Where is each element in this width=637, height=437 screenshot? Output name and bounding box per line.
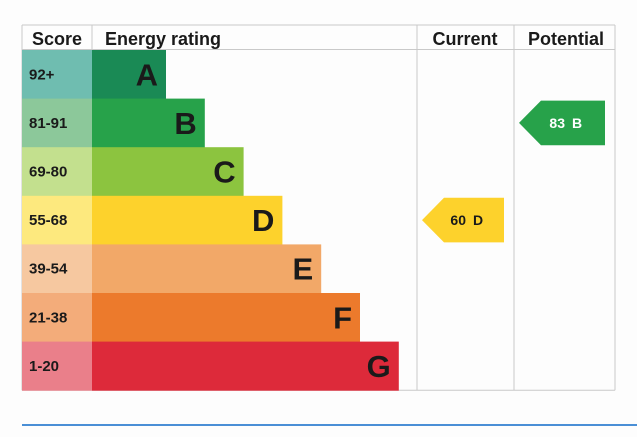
band-score-label: 55-68 bbox=[29, 212, 67, 229]
band-score-cell bbox=[22, 244, 92, 294]
band-g: 1-20 G bbox=[22, 341, 399, 391]
band-score-cell bbox=[22, 195, 92, 245]
band-letter: E bbox=[293, 252, 314, 287]
band-letter: B bbox=[174, 106, 196, 141]
potential-arrow-shape bbox=[519, 100, 605, 146]
band-letter: D bbox=[252, 203, 274, 238]
band-letter: A bbox=[136, 57, 158, 92]
band-a: 92+ A bbox=[22, 50, 166, 100]
header-energy-rating: Energy rating bbox=[105, 29, 221, 49]
chart-headers: Score Energy rating Current Potential bbox=[32, 29, 604, 49]
band-bar bbox=[92, 147, 244, 197]
band-bar bbox=[92, 50, 166, 100]
band-bar bbox=[92, 293, 360, 343]
band-score-label: 92+ bbox=[29, 66, 55, 83]
band-letter: F bbox=[333, 300, 352, 335]
band-letter: G bbox=[367, 349, 391, 384]
band-c: 69-80 C bbox=[22, 147, 244, 197]
band-e: 39-54 E bbox=[22, 244, 322, 294]
band-d: 55-68 D bbox=[22, 195, 283, 245]
potential-rating-indicator: 83 B bbox=[519, 100, 605, 146]
band-bar bbox=[92, 98, 205, 148]
current-rating-value: 60 bbox=[450, 212, 466, 228]
rating-indicators: 60 D 83 B bbox=[422, 100, 605, 243]
header-score: Score bbox=[32, 29, 82, 49]
footer-divider bbox=[22, 424, 637, 426]
band-bar bbox=[92, 195, 283, 245]
rating-bands: 92+ A 81-91 B 69-80 C 55-68 D 39-54 E 21-38 F 1-20 G bbox=[22, 50, 399, 391]
current-arrow-shape bbox=[422, 197, 504, 243]
band-letter: C bbox=[213, 155, 235, 190]
band-score-label: 1-20 bbox=[29, 358, 59, 375]
band-score-label: 81-91 bbox=[29, 115, 67, 132]
potential-rating-letter: B bbox=[572, 115, 582, 131]
band-bar bbox=[92, 244, 322, 294]
band-bar bbox=[92, 341, 399, 391]
potential-rating-value: 83 bbox=[549, 115, 565, 131]
band-f: 21-38 F bbox=[22, 293, 360, 343]
band-score-cell bbox=[22, 341, 92, 391]
band-score-cell bbox=[22, 147, 92, 197]
current-rating-letter: D bbox=[473, 212, 483, 228]
band-score-cell bbox=[22, 98, 92, 148]
header-potential: Potential bbox=[528, 29, 604, 49]
band-b: 81-91 B bbox=[22, 98, 205, 148]
band-score-cell bbox=[22, 50, 92, 100]
band-score-label: 69-80 bbox=[29, 164, 67, 181]
band-score-cell bbox=[22, 293, 92, 343]
current-rating-indicator: 60 D bbox=[422, 197, 504, 243]
band-score-label: 21-38 bbox=[29, 309, 67, 326]
header-current: Current bbox=[432, 29, 497, 49]
band-score-label: 39-54 bbox=[29, 261, 68, 278]
